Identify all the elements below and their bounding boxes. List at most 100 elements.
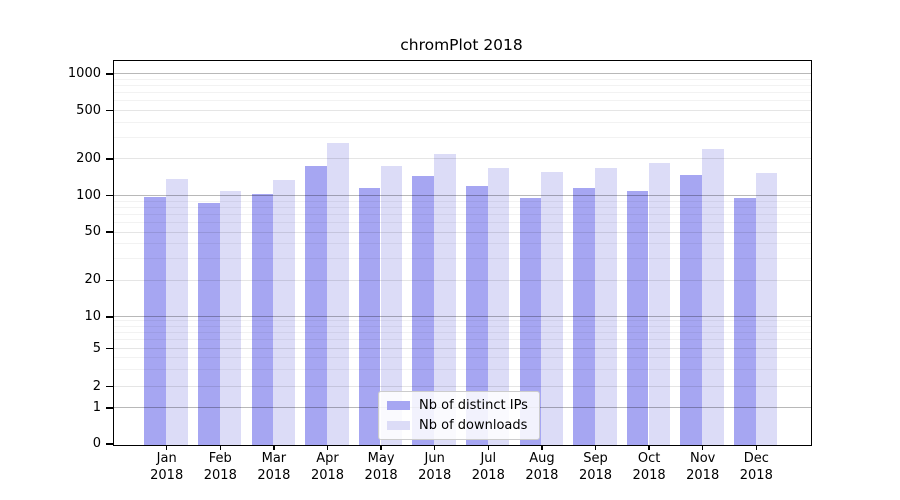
gridline-70 [114,213,811,215]
legend-label-downloads: Nb of downloads [419,418,528,433]
x-tick-label-dec: Dec 2018 [714,451,798,484]
x-tick-year: 2018 [686,467,720,483]
bar-downloads-feb [219,191,242,445]
x-tick-month: Dec [743,451,769,466]
bar-distinct-ips-nov [680,175,703,445]
y-tick-mark-0 [106,443,113,445]
x-tick-month: Jun [424,451,445,466]
y-tick-label-1: 1 [92,400,101,415]
bar-distinct-ips-feb [197,202,220,445]
gridline-30 [114,258,811,260]
y-tick-mark-1000 [106,73,113,75]
gridline-60 [114,221,811,223]
bar-distinct-ips-aug [519,197,542,445]
legend-row-distinct-ips: Nb of distinct IPs [387,397,528,414]
x-tick-year: 2018 [150,467,184,483]
x-tick-label-feb: Feb 2018 [178,451,262,484]
plot-area: Nb of distinct IPs Nb of downloads [113,60,812,446]
x-tick-label-nov: Nov 2018 [661,451,745,484]
bar-downloads-aug [541,172,564,445]
chart-title: chromPlot 2018 [400,36,523,54]
y-tick-mark-500 [106,109,113,112]
bar-distinct-ips-jun [412,175,435,445]
x-tick-month: Nov [690,451,716,466]
y-tick-mark-50 [106,231,113,233]
bar-downloads-mar [273,179,296,445]
x-tick-year: 2018 [632,467,666,483]
gridline-80 [114,206,811,208]
x-tick-month: Jul [480,451,497,466]
bar-downloads-jul [487,167,510,445]
x-tick-year: 2018 [203,467,237,483]
bar-distinct-ips-apr [305,166,327,445]
x-tick-year: 2018 [525,467,559,483]
x-tick-mark-jun [434,445,436,450]
y-tick-mark-5 [106,347,113,350]
x-tick-mark-jul [487,445,489,450]
x-tick-mark-sep [594,445,597,450]
bar-distinct-ips-jan [144,196,167,445]
x-tick-month: Jan [156,451,177,466]
gridline-300 [114,136,811,138]
bar-distinct-ips-sep [573,187,595,445]
y-tick-label-50: 50 [84,224,101,240]
y-tick-label-1000: 1000 [67,66,101,81]
bar-downloads-sep [594,167,617,445]
x-tick-year: 2018 [257,467,291,483]
y-tick-mark-100 [106,194,113,197]
x-tick-mark-aug [541,445,543,450]
x-tick-label-aug: Aug 2018 [500,451,584,484]
x-tick-month: Oct [637,451,661,466]
gridline-5 [114,347,811,349]
y-tick-label-20: 20 [84,272,101,288]
x-tick-year: 2018 [364,467,398,483]
bar-downloads-oct [648,162,671,445]
gridline-4 [114,357,811,359]
x-tick-mark-feb [219,445,221,450]
gridline-10 [114,316,811,318]
gridline-500 [114,110,811,111]
x-tick-label-mar: Mar 2018 [232,451,316,484]
gridline-90 [114,200,811,202]
gridline-9 [114,320,811,322]
x-tick-year: 2018 [739,467,773,483]
x-tick-mark-may [380,445,382,450]
y-tick-mark-200 [106,158,113,160]
y-tick-label-100: 100 [76,187,101,203]
legend: Nb of distinct IPs Nb of downloads [378,391,540,440]
gridline-800 [114,85,811,87]
x-tick-mark-oct [648,445,650,450]
bar-downloads-apr [326,142,349,445]
x-tick-label-oct: Oct 2018 [607,451,691,484]
bar-distinct-ips-dec [733,198,756,445]
gridline-600 [114,100,811,102]
bar-downloads-may [380,166,403,445]
x-tick-label-jan: Jan 2018 [125,451,209,484]
gridline-900 [114,79,811,80]
x-tick-month: May [367,451,395,466]
bar-distinct-ips-jul [465,186,488,445]
x-tick-mark-dec [755,445,757,450]
gridline-700 [114,92,811,94]
bar-distinct-ips-may [358,188,381,445]
x-tick-label-sep: Sep 2018 [554,451,638,484]
gridline-100 [114,194,811,196]
bar-distinct-ips-mar [251,194,274,445]
gridline-2 [114,385,811,387]
y-tick-label-2: 2 [92,378,101,394]
x-tick-mark-apr [326,445,329,450]
y-tick-mark-1 [106,407,113,409]
gridline-50 [114,231,811,233]
x-tick-label-may: May 2018 [339,451,423,484]
x-tick-month: Apr [316,451,339,466]
x-tick-label-jul: Jul 2018 [446,451,530,484]
gridline-400 [114,121,811,123]
y-tick-label-0: 0 [92,436,101,451]
y-tick-mark-20 [106,279,113,282]
bars-layer [114,61,811,445]
y-tick-mark-10 [106,316,113,318]
x-tick-month: Feb [208,451,232,466]
x-tick-label-jun: Jun 2018 [393,451,477,484]
bar-distinct-ips-oct [626,190,649,445]
